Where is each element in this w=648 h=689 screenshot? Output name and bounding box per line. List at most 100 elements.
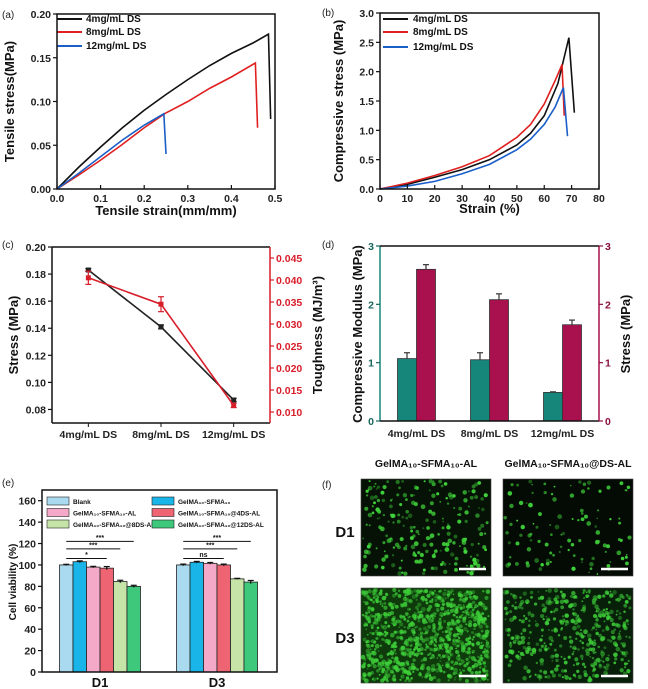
- chart-c-y-tick-label: 0.10: [26, 377, 47, 389]
- chart-e-significance-label: ns: [199, 552, 207, 559]
- chart-b-x-tick-label: 60: [538, 193, 550, 205]
- chart-e-legend-label: Blank: [73, 499, 91, 506]
- chart-b-legend-label: 4mg/mL DS: [413, 14, 468, 25]
- chart-e-significance-label: ***: [96, 535, 104, 542]
- micrograph-row-label: D1: [335, 524, 354, 541]
- chart-e-y-tick-label: 120: [18, 539, 36, 551]
- chart-b-y-title: Compressive stress (MPa): [331, 20, 346, 183]
- chart-d-y2-tick-label: 2: [605, 299, 611, 311]
- chart-c-x-tick-label: 8mg/mL DS: [132, 429, 190, 441]
- panel-label: (b): [322, 8, 334, 19]
- chart-e-bar: [59, 564, 74, 673]
- chart-c-y2-tick-label: 0.035: [276, 297, 302, 309]
- chart-a-x-tick-label: 0.1: [93, 193, 108, 205]
- chart-c-y2-tick-label: 0.040: [276, 275, 302, 287]
- chart-b-x-tick-label: 70: [566, 193, 578, 205]
- chart-e-y-tick-label: 20: [24, 646, 36, 658]
- chart-e-bar: [113, 581, 128, 673]
- chart-b-x-title: Strain (%): [459, 201, 520, 216]
- chart-c-point: [231, 397, 237, 403]
- chart-e-significance-label: ***: [213, 535, 221, 542]
- chart-e-y-title: Cell viability (%): [8, 544, 19, 621]
- panel-label: (a): [2, 10, 14, 21]
- chart-c-y-tick-label: 0.14: [26, 323, 47, 335]
- chart-d-y2-tick-label: 3: [605, 241, 611, 253]
- chart-c-y-title: Stress (MPa): [6, 296, 21, 375]
- chart-d-bar: [470, 359, 490, 422]
- chart-e-bar: [72, 561, 87, 673]
- chart-e-bar: [243, 581, 258, 673]
- chart-e-legend-swatch: [46, 519, 70, 529]
- chart-e-significance-label: ***: [206, 542, 214, 549]
- chart-a-legend-label: 4mg/mL DS: [86, 14, 141, 25]
- chart-c-y2-title: Toughness (MJ/m³): [310, 276, 325, 394]
- chart-d-y-tick-label: 3: [368, 241, 374, 253]
- chart-b-y-tick-label: 0.5: [359, 155, 374, 167]
- chart-e-y-tick-label: 140: [18, 517, 36, 529]
- chart-e-bar: [99, 567, 114, 673]
- chart-d-bar: [489, 299, 509, 422]
- chart-b-x-tick-label: 0: [377, 193, 383, 205]
- chart-e-y-tick-label: 0: [30, 667, 36, 679]
- chart-d-x-tick-label: 4mg/mL DS: [388, 428, 446, 440]
- chart-e-legend-label: GelMA₁₀-SFMA₁₀@4DS-AL: [178, 511, 260, 518]
- chart-e-legend-swatch: [151, 508, 175, 517]
- chart-b-y-tick-label: 2.0: [359, 67, 374, 79]
- chart-b-frame: [379, 12, 600, 190]
- chart-b-x-tick-label: 20: [429, 193, 441, 205]
- chart-e-y-tick-label: 40: [24, 624, 36, 636]
- chart-e-x-tick-label: D3: [209, 675, 226, 689]
- chart-e-y-tick-label: 80: [24, 581, 36, 593]
- chart-b-series-line: [379, 37, 576, 190]
- chart-b-y-tick-label: 3.0: [359, 8, 374, 20]
- chart-e-legend-swatch: [151, 519, 175, 529]
- chart-c-point: [85, 275, 91, 281]
- chart-e-bar: [203, 562, 218, 673]
- chart-b-series-line: [379, 87, 569, 190]
- chart-a-series-line: [56, 61, 259, 190]
- chart-a-series-line: [56, 112, 167, 190]
- chart-c-point: [85, 267, 91, 273]
- chart-a-y-title: Tensile stress(MPa): [2, 41, 17, 162]
- chart-d-x-tick-label: 12mg/mL DS: [531, 428, 594, 440]
- chart-a-y-tick-label: 0.15: [31, 53, 52, 65]
- chart-c-y-tick-label: 0.16: [26, 296, 47, 308]
- chart-b-legend-label: 12mg/mL DS: [413, 42, 474, 53]
- chart-e-y-tick-label: 160: [18, 496, 36, 508]
- chart-e-y-tick-label: 100: [18, 560, 36, 572]
- chart-a-legend-label: 12mg/mL DS: [86, 41, 147, 52]
- chart-c-y-tick-label: 0.12: [26, 350, 47, 362]
- chart-c-x-tick-label: 12mg/mL DS: [202, 429, 265, 441]
- chart-e-legend-label: GelMA₁₀-SFMA₁₀-AL: [73, 511, 136, 518]
- chart-d-y-tick-label: 0: [368, 416, 374, 428]
- micrograph-column-title: GelMA₁₀-SFMA₁₀-AL: [375, 458, 478, 470]
- chart-d-bar: [397, 358, 417, 422]
- chart-b-y-tick-label: 0.0: [359, 184, 374, 196]
- chart-d-y-tick-label: 2: [368, 299, 374, 311]
- chart-d-bar: [543, 392, 563, 422]
- chart-e-bar: [86, 566, 101, 673]
- chart-e-legend-label: GelMA₁₀-SFMA₁₀@12DS-AL: [178, 522, 264, 529]
- chart-b-x-tick-label: 30: [456, 193, 468, 205]
- chart-a-legend-label: 8mg/mL DS: [86, 27, 141, 38]
- chart-b-x-tick-label: 10: [402, 193, 414, 205]
- chart-a-x-title: Tensile strain(mm/mm): [95, 203, 236, 218]
- chart-a-series-line: [56, 32, 272, 190]
- chart-b-y-tick-label: 1.0: [359, 125, 374, 137]
- chart-e-frame: [41, 489, 278, 673]
- chart-c-point: [231, 402, 237, 408]
- chart-e-significance-label: ***: [89, 542, 97, 549]
- chart-a-x-tick-label: 0.4: [224, 193, 239, 205]
- chart-c-point: [158, 324, 164, 330]
- chart-b-y-tick-label: 1.5: [359, 96, 374, 108]
- chart-c-y2-tick-label: 0.015: [276, 385, 302, 397]
- chart-e-legend-swatch: [46, 496, 70, 506]
- chart-e-legend-swatch: [151, 496, 175, 506]
- chart-c-y2-tick-label: 0.025: [276, 341, 302, 353]
- chart-b-x-tick-label: 50: [511, 193, 523, 205]
- chart-c-x-tick-label: 4mg/mL DS: [60, 429, 118, 441]
- chart-b-legend-label: 8mg/mL DS: [413, 27, 468, 38]
- micrograph-row-label: D3: [335, 630, 354, 647]
- micrograph-image: [360, 478, 492, 577]
- chart-a-y-tick-label: 0.20: [31, 9, 52, 21]
